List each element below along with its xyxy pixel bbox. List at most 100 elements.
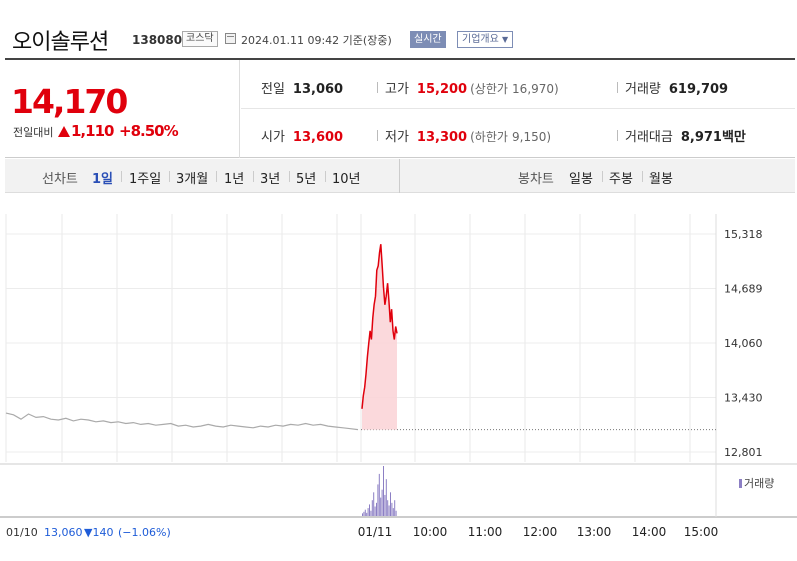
market-badge: 코스닥 [182,31,218,47]
current-price: 14,170 [11,82,128,121]
x-tick-label: 14:00 [632,525,667,539]
tab-separator [289,171,290,182]
low-value: 13,300 [416,130,468,145]
y-tick-label: 12,801 [724,446,763,459]
tab-1y[interactable]: 1년 [224,172,245,187]
stock-code: 138080 [132,33,183,47]
x-axis-ticks: 01/11 10:00 11:00 12:00 13:00 14:00 15:00 [358,525,719,539]
volume-bar [363,511,365,516]
volume-bar [390,492,391,516]
quote-summary: 14,170 전일대비 1,110 +8.50% 전일 13,060 고가 15,2… [5,58,795,158]
tabs-divider [399,159,400,193]
quote-timestamp: 2024.01.11 09:42 기준(장중) [241,34,392,47]
y-axis-ticks: 15,318 14,689 14,060 13,430 12,801 [724,228,763,459]
y-tick-label: 14,060 [724,337,763,350]
y-tick-label: 14,689 [724,283,763,296]
volume-bar [383,466,384,516]
prev-day-series [5,412,359,431]
cell-separator [377,130,378,141]
volume-bar [373,492,375,516]
price-change-percent: +8.50% [119,122,179,140]
tab-separator [121,171,122,182]
volume-bar [388,505,390,516]
stock-header: 오이솔루션 138080 코스닥 2024.01.11 09:42 기준(장중)… [0,0,797,58]
x-tick-label: 12:00 [523,525,558,539]
volume-bar [367,508,369,516]
volume-bar [384,494,386,516]
volume-bar [376,502,377,516]
tab-separator [169,171,170,182]
high-value: 15,200 [416,82,468,97]
dropdown-arrow-icon: ▼ [502,35,509,44]
volume-bar [366,512,368,516]
candle-chart-label: 봉차트 [518,172,554,187]
low-label: 저가 [385,130,409,145]
chart-svg: 15,318 14,689 14,060 13,430 12,801 거래량 01/11… [0,214,797,539]
amount-value: 8,971 [680,130,722,145]
price-change: 1,110 [58,122,114,140]
cell-separator [377,82,378,93]
tab-1d[interactable]: 1일 [92,172,114,187]
today-series [361,244,398,409]
lower-limit-label: (하한가 [470,130,508,144]
tab-5y[interactable]: 5년 [296,172,317,187]
volume-legend-swatch [739,479,742,488]
volume-bar [364,509,366,516]
upper-limit-label: (상한가 [470,82,508,96]
prev-close-value: 13,060 [292,82,344,97]
volume-value: 619,709 [668,82,729,97]
amount-label: 거래대금 [625,130,673,145]
change-label: 전일대비 [13,126,54,139]
row-divider [241,108,795,109]
upper-limit-value: 16,970) [512,82,559,96]
volume-legend-label: 거래량 [744,477,774,490]
lower-limit-value: 9,150) [512,130,552,144]
today-area [362,244,397,430]
open-label: 시가 [261,130,285,145]
tab-separator [253,171,254,182]
volume-bar [374,506,376,516]
x-tick-label: 13:00 [577,525,612,539]
volume-bars: 거래량 [362,466,774,516]
high-price: 고가 15,200 (상한가 16,970) [385,78,559,97]
company-name: 오이솔루션 [12,30,109,55]
tab-weekly[interactable]: 주봉 [609,172,633,187]
line-chart-label: 선차트 [42,172,78,187]
calendar-icon [225,33,236,44]
cell-separator [617,130,618,141]
prev-close-label: 전일 [261,82,285,97]
tab-monthly[interactable]: 월봉 [649,172,673,187]
company-overview-button[interactable]: 기업개요 ▼ [457,31,514,48]
volume-bar [371,500,373,516]
x-tick-label: 11:00 [468,525,503,539]
volume-bar [362,513,363,516]
volume-bar [395,510,397,516]
up-triangle-icon [58,126,70,137]
volume: 거래량 619,709 [625,78,728,97]
tab-1w[interactable]: 1주일 [129,172,162,187]
open-value: 13,600 [292,130,344,145]
tab-3y[interactable]: 3년 [260,172,281,187]
volume-bar [378,473,380,516]
price-change-value: 1,110 [71,122,114,140]
tab-separator [602,171,603,182]
prev-day-date: 01/10 [6,526,38,539]
cell-separator [617,82,618,93]
volume-label: 거래량 [625,82,661,97]
tab-separator [325,171,326,182]
volume-bar [380,497,382,516]
volume-bar [381,489,383,516]
volume-bar [391,502,393,516]
volume-bar [387,500,389,516]
high-label: 고가 [385,82,409,97]
prev-day-line [5,412,716,431]
tab-daily[interactable]: 일봉 [569,172,593,187]
amount-unit: 백만 [721,130,746,145]
tab-3m[interactable]: 3개월 [176,172,209,187]
prev-day-close: 13,060 [44,526,83,539]
intraday-chart[interactable]: 15,318 14,689 14,060 13,430 12,801 거래량 01/11… [0,194,797,557]
volume-bar [369,504,370,516]
tab-10y[interactable]: 10년 [332,172,361,187]
y-tick-label: 15,318 [724,228,763,241]
realtime-badge[interactable]: 실시간 [410,31,446,48]
